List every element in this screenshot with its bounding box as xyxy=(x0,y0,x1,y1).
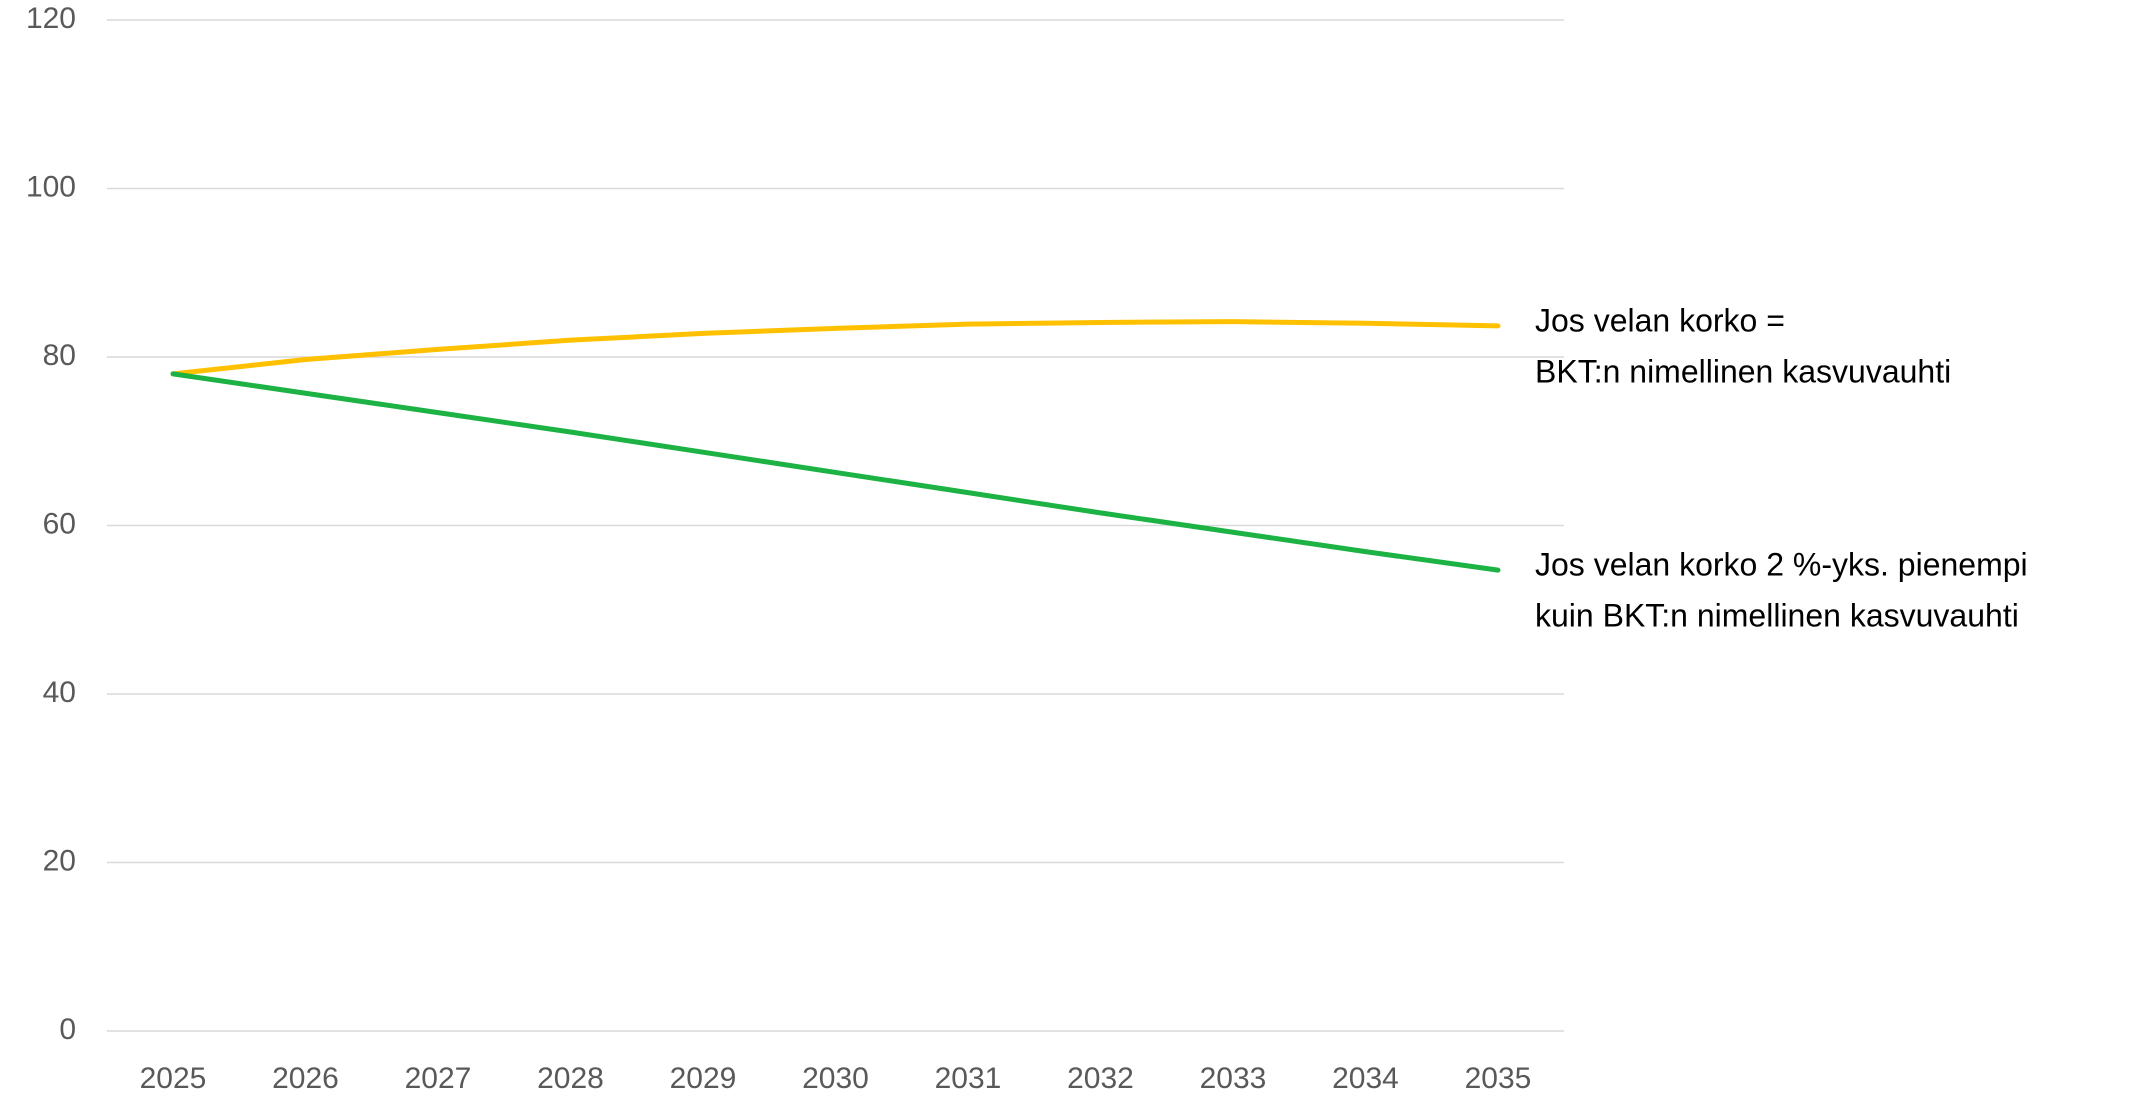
x-tick-label: 2032 xyxy=(1067,1062,1134,1095)
series-line xyxy=(170,319,1501,377)
x-tick-label: 2025 xyxy=(140,1062,207,1095)
x-tick-label: 2028 xyxy=(537,1062,604,1095)
x-tick-label: 2035 xyxy=(1465,1062,1532,1095)
series-label: Jos velan korko 2 %-yks. pienempi xyxy=(1535,547,2028,583)
x-tick-label: 2033 xyxy=(1200,1062,1267,1095)
x-tick-label: 2029 xyxy=(670,1062,737,1095)
x-tick-label: 2027 xyxy=(405,1062,472,1095)
x-tick-label: 2031 xyxy=(935,1062,1002,1095)
y-tick-label: 40 xyxy=(43,676,76,709)
x-tick-label: 2034 xyxy=(1332,1062,1399,1095)
series-label: Jos velan korko = xyxy=(1535,302,1785,338)
y-tick-label: 120 xyxy=(26,2,76,35)
y-tick-label: 100 xyxy=(26,170,76,203)
y-tick-label: 60 xyxy=(43,507,76,540)
y-tick-label: 0 xyxy=(59,1013,76,1046)
series-label: kuin BKT:n nimellinen kasvuvauhti xyxy=(1535,598,2019,634)
series-label: BKT:n nimellinen kasvuvauhti xyxy=(1535,353,1951,389)
x-tick-label: 2026 xyxy=(272,1062,339,1095)
x-tick-label: 2030 xyxy=(802,1062,869,1095)
y-tick-label: 80 xyxy=(43,339,76,372)
y-tick-label: 20 xyxy=(43,844,76,877)
series-line xyxy=(170,371,1501,573)
